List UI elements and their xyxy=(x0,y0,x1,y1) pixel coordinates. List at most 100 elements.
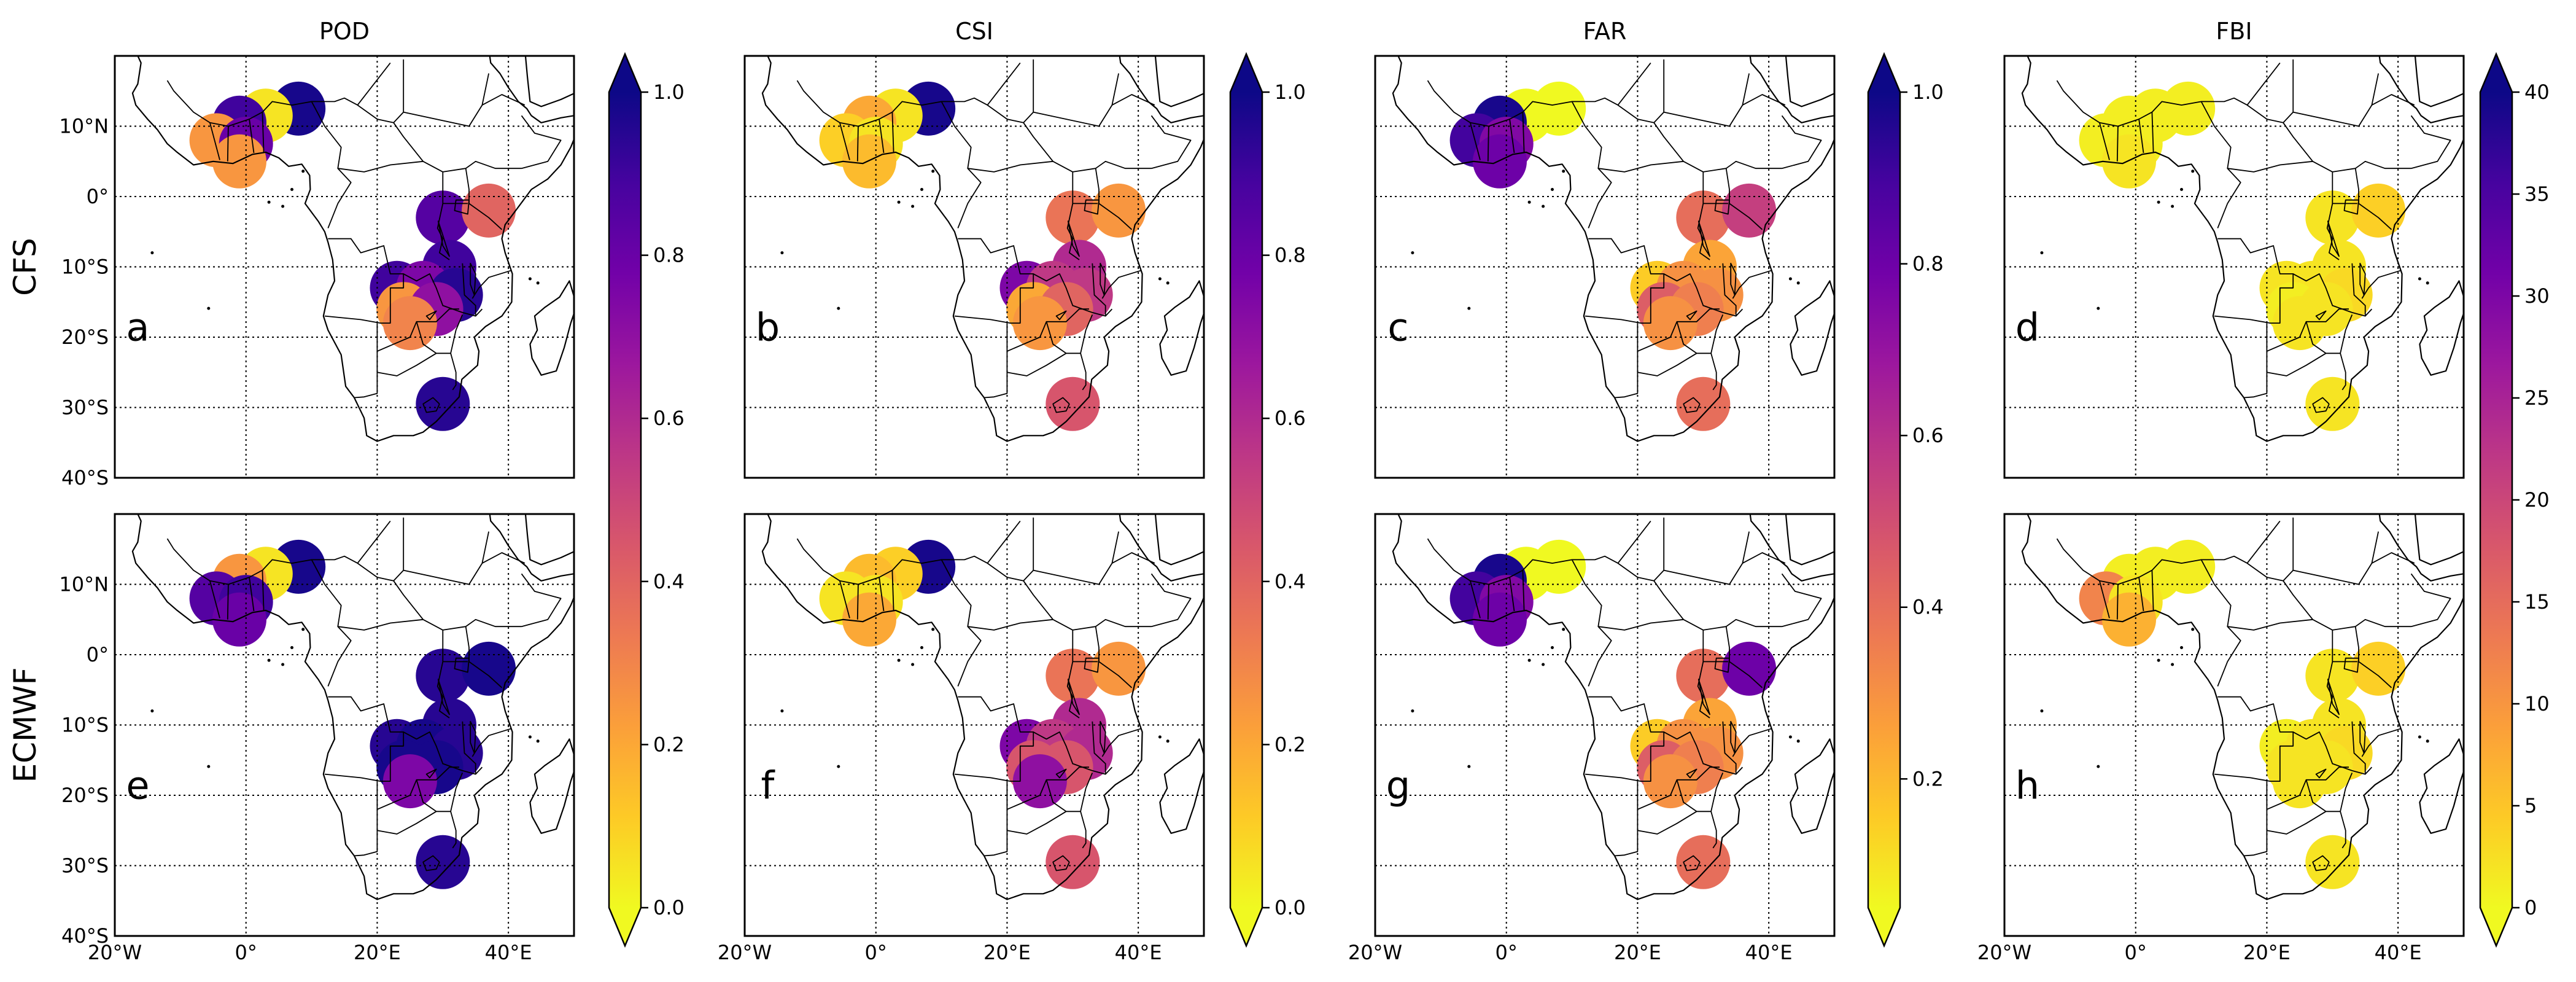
country-border-20 xyxy=(1710,353,1717,391)
country-border-9 xyxy=(403,531,489,585)
country-border-3 xyxy=(879,577,885,612)
site-marker-f-14 xyxy=(1012,754,1067,809)
lat-tick-label: 30°S xyxy=(61,396,109,419)
country-border-15 xyxy=(2351,263,2366,316)
colorbar-tick-label: 35 xyxy=(2524,182,2550,206)
lon-tick-label: 40°E xyxy=(1115,941,1162,964)
country-border-20 xyxy=(2340,353,2346,391)
coastline-africa xyxy=(131,514,574,900)
map-area xyxy=(1375,514,1834,936)
lake-0 xyxy=(1714,657,1730,673)
island-8 xyxy=(1158,735,1162,739)
lon-tick-label: 0° xyxy=(2125,941,2147,964)
country-border-18 xyxy=(1676,314,1724,354)
map-background xyxy=(745,514,1204,936)
lon-tick-label: 20°E xyxy=(1614,941,1661,964)
lake-2 xyxy=(1100,720,1106,754)
coastline-madagascar xyxy=(2419,280,2464,376)
column-title: CSI xyxy=(955,18,993,45)
country-border-3 xyxy=(249,577,255,612)
colorbar-tick-label: 30 xyxy=(2524,284,2550,308)
country-border-6 xyxy=(2227,618,2313,631)
island-6 xyxy=(911,205,915,208)
colorbar-tick-label: 1.0 xyxy=(1274,80,1306,104)
country-border-17 xyxy=(1007,308,1089,352)
site-marker-f-15 xyxy=(1046,835,1100,889)
island-9 xyxy=(536,739,540,743)
colorbar-tick-label: 0.6 xyxy=(1912,424,1944,447)
colorbar-tick-label: 0.2 xyxy=(1274,733,1306,756)
coastline-madagascar xyxy=(529,738,574,834)
country-border-22 xyxy=(521,573,562,628)
map-frame xyxy=(1374,55,1836,479)
island-5 xyxy=(2157,658,2160,662)
lake-3 xyxy=(2315,310,2327,321)
coastline-arabia xyxy=(1785,514,1834,566)
lake-1 xyxy=(437,220,450,257)
country-border-18 xyxy=(416,773,464,812)
site-marker-e-14 xyxy=(382,754,437,809)
lake-1 xyxy=(1067,220,1080,257)
panel-letter: a xyxy=(126,305,149,350)
lake-2 xyxy=(2359,262,2366,296)
coastline-madagascar xyxy=(2419,738,2464,834)
site-marker-b-7 xyxy=(1092,183,1146,238)
colorbar-tick-label: 0.4 xyxy=(1274,570,1306,593)
colorbar-extend-min xyxy=(2480,908,2512,946)
island-7 xyxy=(2191,170,2195,173)
colorbar-tick-label: 1.0 xyxy=(1912,80,1944,104)
colorbar-tick-label: 0.8 xyxy=(653,244,685,267)
map-area xyxy=(745,56,1204,478)
lake-1 xyxy=(2327,679,2340,715)
country-border-9 xyxy=(1033,531,1119,585)
island-3 xyxy=(1467,765,1471,768)
site-markers xyxy=(189,539,516,889)
country-border-17 xyxy=(377,766,459,810)
country-border-14 xyxy=(403,273,483,317)
lon-tick-label: 20°E xyxy=(983,941,1031,964)
panel-letter: b xyxy=(756,305,780,350)
island-8 xyxy=(528,277,532,281)
island-4 xyxy=(1551,188,1554,191)
country-border-15 xyxy=(2351,721,2366,774)
coastline-arabia xyxy=(1154,514,1204,566)
site-marker-d-14 xyxy=(2272,296,2327,351)
site-marker-f-5 xyxy=(842,592,896,647)
island-3 xyxy=(837,765,840,768)
island-1 xyxy=(1354,90,1357,93)
country-border-21 xyxy=(471,728,512,757)
lon-tick-label: 20°W xyxy=(88,941,142,964)
lake-0 xyxy=(454,657,470,673)
country-border-22 xyxy=(2410,573,2451,628)
colorbar-tick-label: 0.6 xyxy=(653,407,685,430)
lake-3 xyxy=(1055,768,1067,779)
colorbar-tick-label: 0.0 xyxy=(653,896,685,919)
lon-tick-label: 0° xyxy=(1496,941,1518,964)
island-4 xyxy=(290,646,293,649)
lake-3 xyxy=(425,310,437,321)
country-border-6 xyxy=(2227,160,2313,173)
island-2 xyxy=(150,709,154,713)
country-border-17 xyxy=(1007,766,1089,810)
country-border-24 xyxy=(1683,397,1701,413)
island-8 xyxy=(2418,735,2421,739)
island-4 xyxy=(920,646,923,649)
island-8 xyxy=(2418,277,2421,281)
gridlines xyxy=(115,56,574,478)
island-2 xyxy=(1411,709,1414,713)
lake-3 xyxy=(1686,310,1697,321)
country-border-2 xyxy=(2116,584,2119,620)
island-2 xyxy=(150,251,154,255)
map-area xyxy=(745,514,1204,936)
island-6 xyxy=(911,663,915,666)
colorbar-tick-label: 40 xyxy=(2524,80,2550,104)
lake-0 xyxy=(1714,199,1730,215)
country-border-24 xyxy=(2312,397,2330,413)
country-border-15 xyxy=(1722,721,1737,774)
island-1 xyxy=(1983,90,1986,93)
country-border-4 xyxy=(2151,570,2154,610)
country-border-19 xyxy=(377,811,437,835)
country-border-18 xyxy=(416,314,464,354)
country-border-19 xyxy=(1637,353,1697,376)
